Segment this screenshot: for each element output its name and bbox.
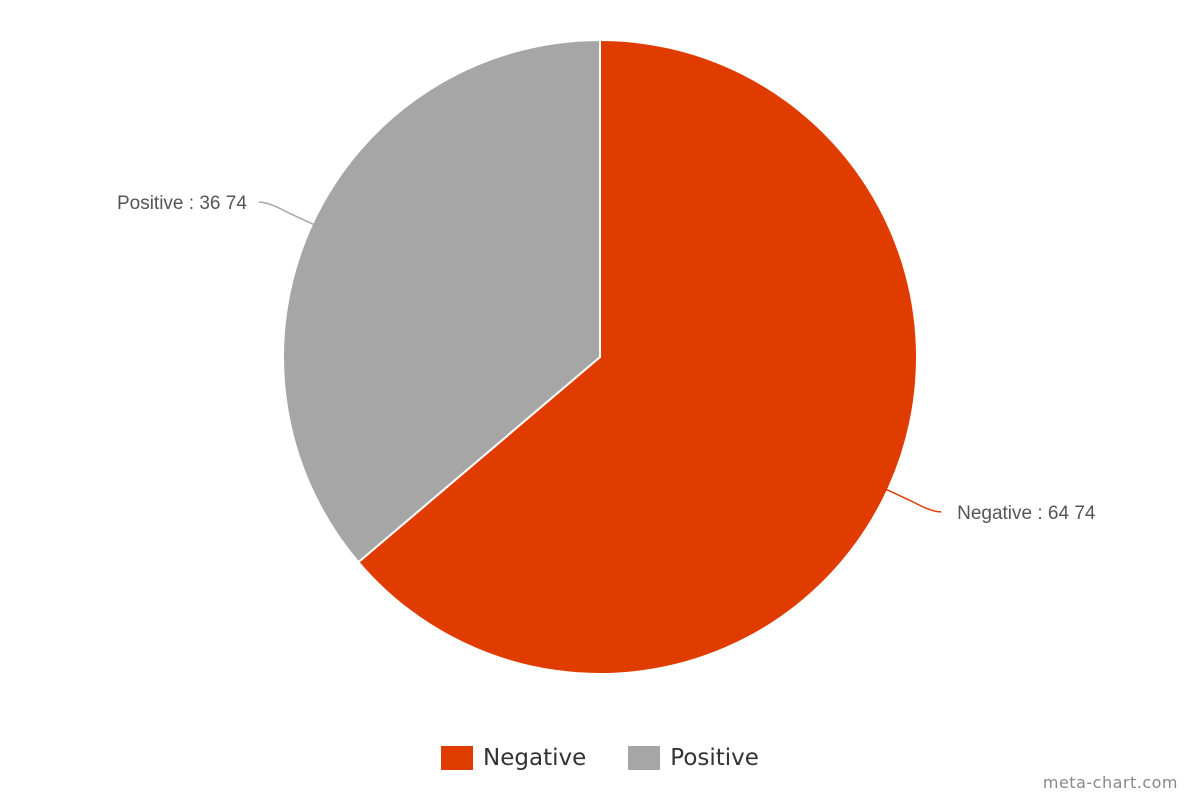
pie-slices — [282, 38, 918, 675]
legend-label-positive: Positive — [670, 745, 759, 771]
legend-swatch-positive — [628, 746, 661, 770]
slice-labels: Negative : 64 74 Positive : 36 74 — [117, 193, 1096, 524]
legend-label-negative: Negative — [483, 745, 587, 771]
slice-label-negative: Negative : 64 74 — [957, 503, 1096, 524]
slice-label-positive: Positive : 36 74 — [117, 193, 247, 214]
slice-leader-lines — [258, 201, 942, 513]
legend-item-negative[interactable]: Negative — [441, 745, 586, 771]
legend-item-positive[interactable]: Positive — [628, 745, 759, 771]
legend: Negative Positive — [0, 745, 1200, 771]
watermark[interactable]: meta-chart.com — [1042, 773, 1178, 792]
legend-swatch-negative — [441, 746, 474, 770]
leader-line-negative — [885, 488, 942, 513]
leader-line-positive — [258, 201, 315, 226]
